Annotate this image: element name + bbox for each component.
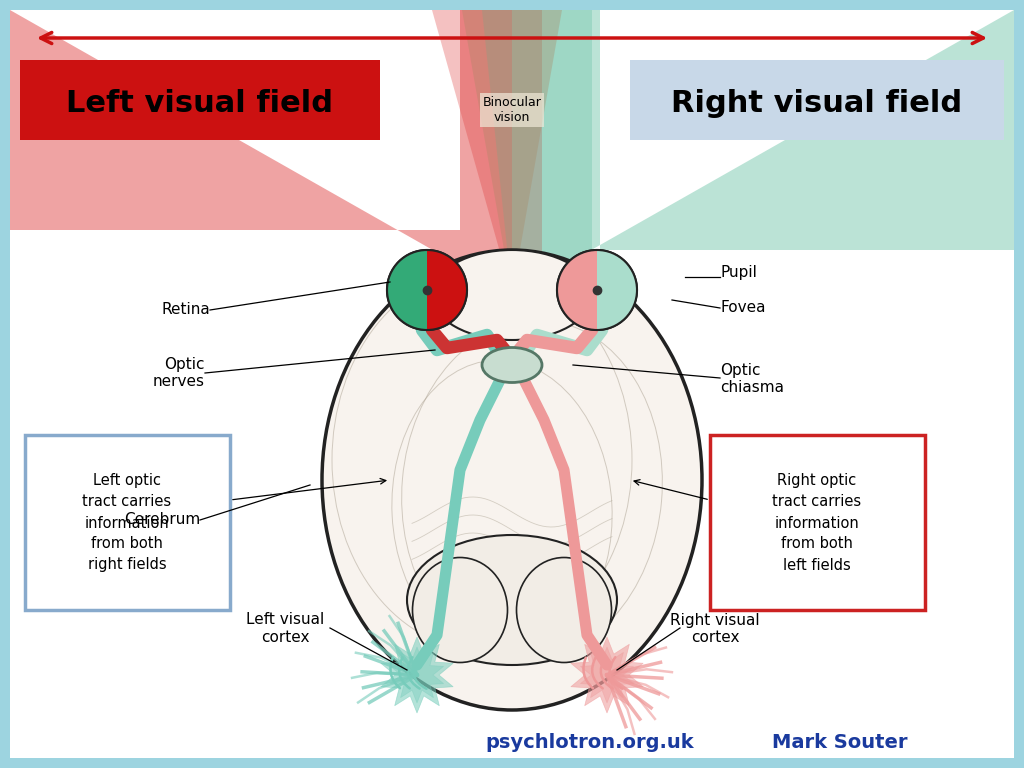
Polygon shape: [581, 647, 634, 703]
Text: nerves: nerves: [153, 375, 205, 389]
Ellipse shape: [322, 250, 702, 710]
Text: Fovea: Fovea: [720, 300, 766, 316]
Ellipse shape: [413, 558, 508, 663]
Polygon shape: [10, 10, 512, 295]
Text: cortex: cortex: [261, 630, 309, 644]
Text: Right visual field: Right visual field: [672, 88, 963, 118]
Bar: [630, 60, 1004, 140]
Wedge shape: [597, 250, 637, 330]
Text: Cerebrum: Cerebrum: [124, 512, 200, 528]
Text: Optic: Optic: [720, 362, 761, 378]
Bar: [710, 435, 925, 610]
Ellipse shape: [516, 558, 611, 663]
Text: Left optic
tract carries
information
from both
right fields: Left optic tract carries information fro…: [83, 474, 172, 572]
Wedge shape: [387, 250, 427, 330]
Ellipse shape: [482, 347, 542, 382]
Wedge shape: [557, 250, 597, 330]
Bar: [25, 435, 230, 610]
Polygon shape: [390, 647, 443, 703]
Wedge shape: [427, 250, 467, 330]
Ellipse shape: [432, 250, 592, 340]
Ellipse shape: [557, 250, 637, 330]
Polygon shape: [482, 10, 592, 295]
Text: Right optic
tract carries
information
from both
left fields: Right optic tract carries information fr…: [772, 474, 861, 572]
Text: Binocular
vision: Binocular vision: [482, 96, 542, 124]
Text: Pupil: Pupil: [720, 264, 757, 280]
Text: Optic: Optic: [165, 357, 205, 372]
Polygon shape: [381, 637, 454, 713]
Polygon shape: [432, 10, 542, 295]
Text: Retina: Retina: [161, 303, 210, 317]
Bar: [20, 60, 380, 140]
Text: Left visual field: Left visual field: [67, 88, 334, 118]
Text: cortex: cortex: [691, 630, 739, 644]
Polygon shape: [462, 10, 562, 295]
Text: psychlotron.org.uk: psychlotron.org.uk: [485, 733, 694, 752]
Polygon shape: [512, 10, 1014, 295]
Ellipse shape: [387, 250, 467, 330]
Ellipse shape: [407, 535, 617, 665]
Text: Mark Souter: Mark Souter: [772, 733, 907, 752]
Text: Left visual: Left visual: [246, 613, 325, 627]
Text: Right visual: Right visual: [670, 613, 760, 627]
Text: chiasma: chiasma: [720, 379, 784, 395]
Polygon shape: [570, 637, 643, 713]
